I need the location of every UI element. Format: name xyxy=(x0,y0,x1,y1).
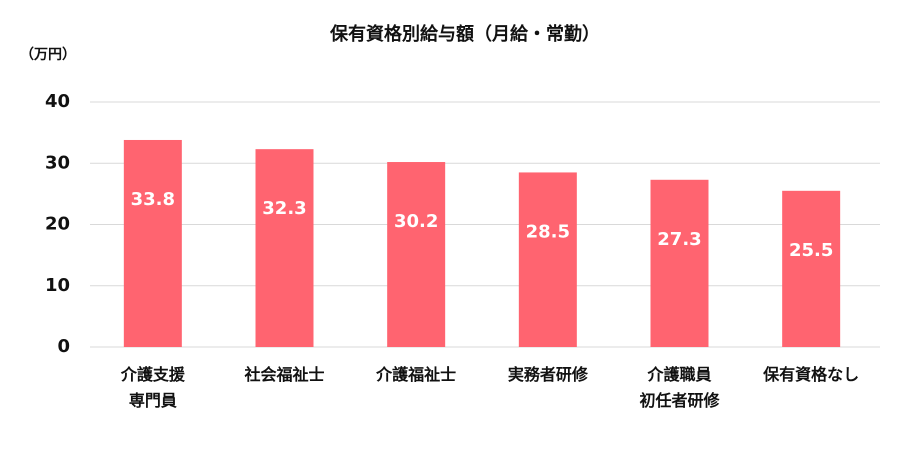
y-tick-label: 40 xyxy=(45,91,70,112)
chart-title: 保有資格別給与額（月給・常勤） xyxy=(329,23,600,45)
bar xyxy=(782,190,841,347)
y-axis-label: （万円） xyxy=(20,47,76,63)
y-tick-label: 20 xyxy=(45,214,70,235)
y-tick-label: 30 xyxy=(45,152,70,173)
x-tick-label: 社会福祉士 xyxy=(244,365,325,384)
x-tick-label: 介護福祉士 xyxy=(376,365,457,384)
value-label: 27.3 xyxy=(657,229,701,250)
value-label: 28.5 xyxy=(526,221,570,242)
value-label: 30.2 xyxy=(394,211,438,232)
bar xyxy=(387,162,446,347)
value-label: 25.5 xyxy=(789,240,833,261)
value-label: 33.8 xyxy=(131,189,175,210)
value-label: 32.3 xyxy=(262,198,306,219)
x-tick-label: 保有資格なし xyxy=(763,365,860,384)
x-tick-label: 実務者研修 xyxy=(507,365,588,384)
x-tick-label: 介護職員 初任者研修 xyxy=(639,365,720,410)
x-tick-label: 介護支援 専門員 xyxy=(120,365,185,410)
bar xyxy=(650,179,709,347)
bar xyxy=(123,139,182,347)
bar xyxy=(518,172,577,347)
bar xyxy=(255,149,314,347)
y-tick-label: 0 xyxy=(57,336,70,357)
y-tick-label: 10 xyxy=(45,275,70,296)
